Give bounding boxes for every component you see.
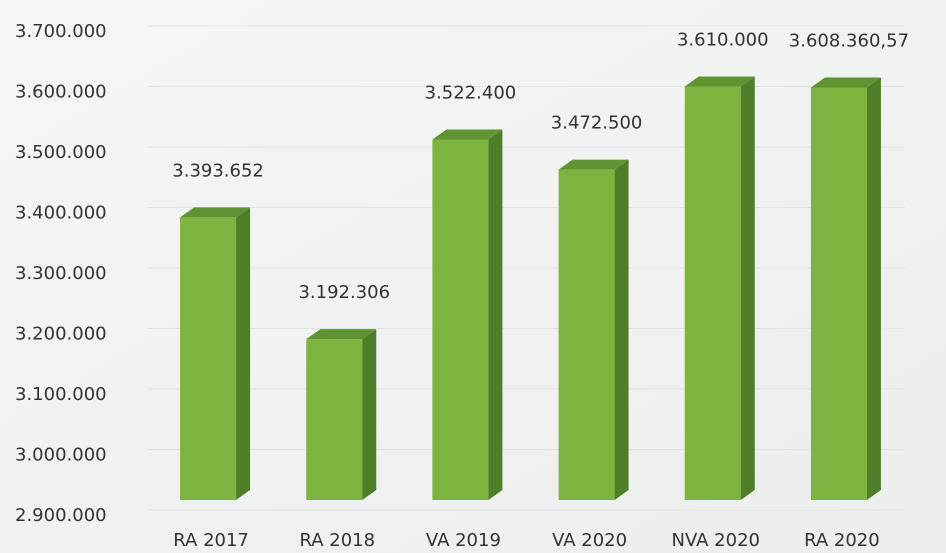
x-tick-label: VA 2019 bbox=[426, 530, 501, 551]
bar-face bbox=[432, 139, 489, 500]
y-tick-label: 3.500.000 bbox=[15, 142, 107, 163]
value-label: 3.610.000 bbox=[677, 29, 769, 50]
y-tick-label: 3.300.000 bbox=[15, 263, 107, 284]
bar bbox=[180, 207, 251, 500]
y-tick-label: 3.000.000 bbox=[15, 445, 107, 466]
bar-face bbox=[362, 329, 377, 500]
x-tick-label: RA 2018 bbox=[299, 530, 375, 551]
bar-face bbox=[306, 339, 363, 500]
x-tick-label: NVA 2020 bbox=[672, 530, 760, 551]
bar bbox=[432, 129, 503, 500]
bar-face bbox=[810, 77, 881, 88]
bar-face bbox=[306, 329, 377, 340]
y-tick-label: 2.900.000 bbox=[15, 505, 107, 526]
y-tick-label: 3.200.000 bbox=[15, 324, 107, 345]
y-tick-label: 3.100.000 bbox=[15, 384, 107, 405]
bar bbox=[306, 329, 377, 500]
bar bbox=[558, 159, 629, 500]
bar bbox=[684, 76, 755, 500]
bar-face bbox=[488, 129, 503, 500]
bar-face bbox=[432, 129, 503, 140]
x-tick-label: RA 2017 bbox=[173, 530, 249, 551]
y-tick-label: 3.700.000 bbox=[15, 21, 107, 42]
value-label: 3.522.400 bbox=[425, 82, 517, 103]
value-label: 3.393.652 bbox=[172, 160, 264, 181]
bar-face bbox=[558, 169, 615, 500]
bar-face bbox=[684, 76, 755, 87]
bar-face bbox=[684, 86, 741, 500]
x-tick-label: RA 2020 bbox=[804, 530, 880, 551]
bar-face bbox=[180, 217, 237, 500]
bar-face bbox=[614, 159, 629, 500]
bar-face bbox=[558, 159, 629, 170]
y-tick-label: 3.400.000 bbox=[15, 203, 107, 224]
bar bbox=[810, 77, 881, 500]
bar-face bbox=[740, 76, 755, 500]
bar-face bbox=[236, 207, 251, 500]
x-tick-label: VA 2020 bbox=[552, 530, 627, 551]
value-label: 3.608.360,57 bbox=[789, 30, 909, 51]
bar-face bbox=[866, 77, 881, 500]
bar-face bbox=[810, 87, 867, 500]
y-tick-label: 3.600.000 bbox=[15, 82, 107, 103]
bar-face bbox=[180, 207, 251, 218]
value-label: 3.472.500 bbox=[551, 113, 643, 134]
value-label: 3.192.306 bbox=[298, 282, 390, 303]
